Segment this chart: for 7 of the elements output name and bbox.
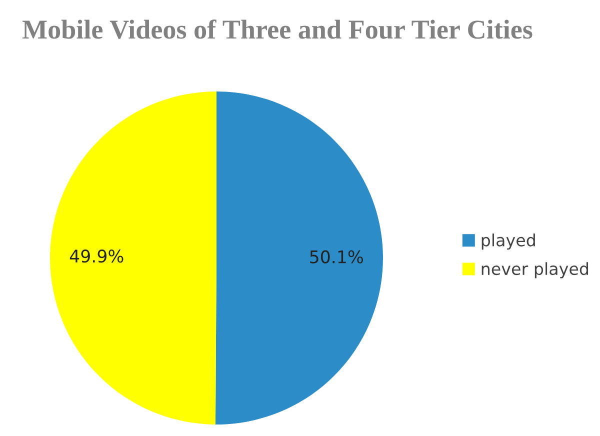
pie-slice [215,92,383,424]
legend-label: never played [482,262,588,278]
pie-slice [50,92,216,424]
data-label: 50.1% [310,250,363,264]
legend-label: played [482,234,535,250]
chart-title: Mobile Videos of Three and Four Tier Cities [22,19,532,39]
data-label: 49.9% [70,250,124,263]
